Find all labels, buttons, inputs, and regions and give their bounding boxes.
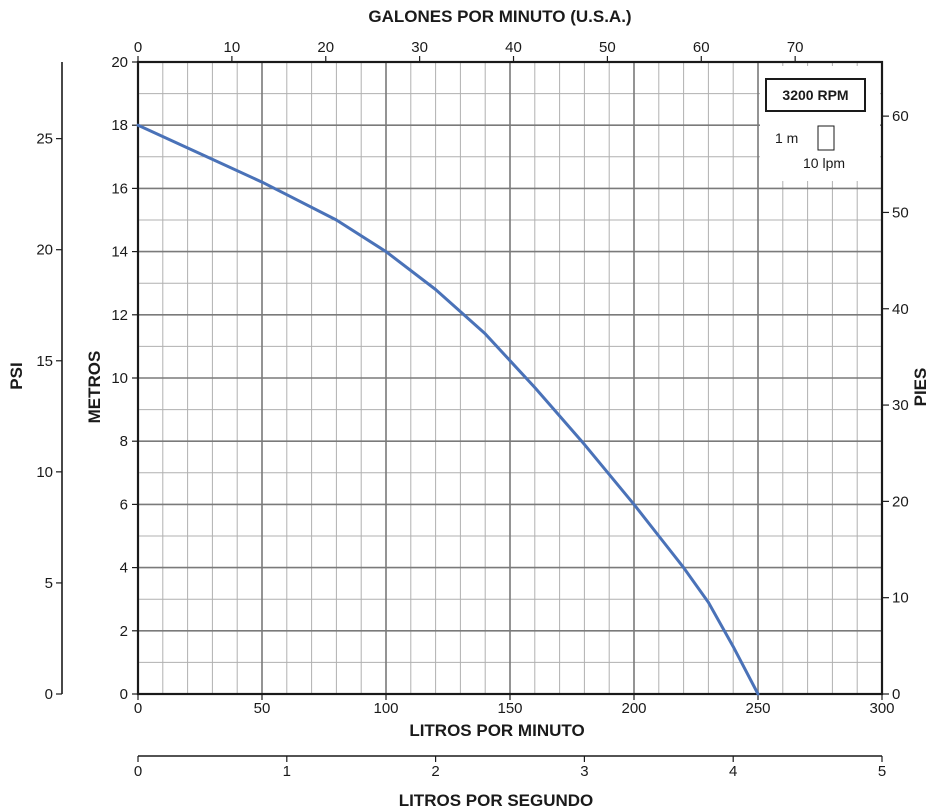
lps-tick-label: 1 xyxy=(283,763,291,780)
left-tick-label: 8 xyxy=(120,433,128,450)
right-tick-label: 40 xyxy=(892,301,909,318)
psi-tick-label: 15 xyxy=(36,353,53,370)
right-tick-label: 30 xyxy=(892,397,909,414)
top-tick-label: 70 xyxy=(787,39,804,56)
top-tick-label: 20 xyxy=(317,39,334,56)
psi-tick-label: 25 xyxy=(36,131,53,148)
lower-axis-title: LITROS POR SEGUNDO xyxy=(399,791,594,810)
bottom-tick-label: 50 xyxy=(254,700,271,717)
top-tick-label: 40 xyxy=(505,39,522,56)
left-tick-label: 6 xyxy=(120,496,128,513)
bottom-axis-title: LITROS POR MINUTO xyxy=(409,721,584,740)
lps-tick-label: 3 xyxy=(580,763,588,780)
psi-tick-label: 5 xyxy=(45,575,53,592)
left-tick-label: 14 xyxy=(111,244,128,261)
legend-scale-meters: 1 m xyxy=(775,130,798,146)
right-tick-label: 10 xyxy=(892,590,909,607)
bottom-tick-label: 150 xyxy=(497,700,522,717)
right-tick-label: 60 xyxy=(892,108,909,125)
bottom-tick-label: 200 xyxy=(621,700,646,717)
psi-tick-label: 0 xyxy=(45,686,53,703)
bottom-tick-label: 100 xyxy=(373,700,398,717)
left-tick-label: 0 xyxy=(120,686,128,703)
bottom-tick-label: 250 xyxy=(745,700,770,717)
psi-tick-label: 20 xyxy=(36,242,53,259)
lps-tick-label: 0 xyxy=(134,763,142,780)
lps-tick-label: 2 xyxy=(431,763,439,780)
lps-tick-label: 5 xyxy=(878,763,886,780)
left-tick-label: 2 xyxy=(120,623,128,640)
left-tick-label: 4 xyxy=(120,560,128,577)
left-tick-label: 10 xyxy=(111,370,128,387)
left-tick-label: 18 xyxy=(111,117,128,134)
top-tick-label: 50 xyxy=(599,39,616,56)
legend-rpm-label: 3200 RPM xyxy=(782,87,848,103)
right-tick-label: 50 xyxy=(892,204,909,221)
top-tick-label: 0 xyxy=(134,39,142,56)
top-tick-label: 60 xyxy=(693,39,710,56)
top-tick-label: 30 xyxy=(411,39,428,56)
right-tick-label: 0 xyxy=(892,686,900,703)
legend-scale-cell xyxy=(818,126,834,150)
bottom-tick-label: 0 xyxy=(134,700,142,717)
legend-scale-lpm: 10 lpm xyxy=(803,155,845,171)
left-tick-label: 16 xyxy=(111,180,128,197)
left-axis-title: METROS xyxy=(85,351,104,424)
left-tick-label: 12 xyxy=(111,307,128,324)
top-axis-title: GALONES POR MINUTO (U.S.A.) xyxy=(368,7,631,26)
far-left-axis-title: PSI xyxy=(7,362,26,389)
lps-tick-label: 4 xyxy=(729,763,737,780)
legend: 3200 RPM 1 m 10 lpm xyxy=(760,66,880,181)
left-tick-label: 20 xyxy=(111,54,128,71)
right-tick-label: 20 xyxy=(892,493,909,510)
psi-tick-label: 10 xyxy=(36,464,53,481)
right-axis-title: PIES xyxy=(911,368,930,407)
bottom-tick-label: 300 xyxy=(869,700,894,717)
top-tick-label: 10 xyxy=(224,39,241,56)
